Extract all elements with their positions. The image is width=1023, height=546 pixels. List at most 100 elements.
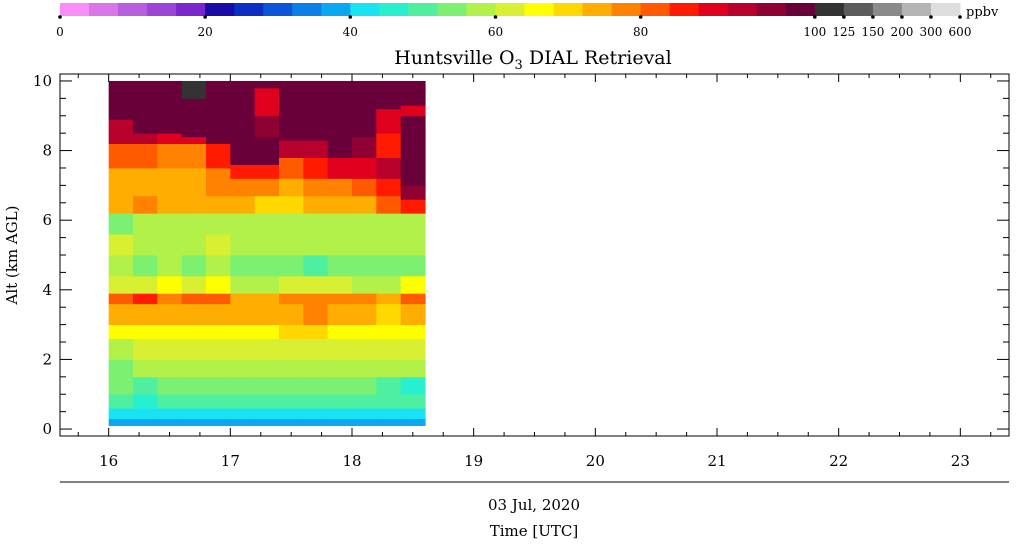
heatmap-cell <box>206 376 231 395</box>
colorbar-tick-label: 20 <box>198 25 213 39</box>
colorbar-swatch <box>843 3 874 16</box>
heatmap-cell <box>254 394 280 409</box>
colorbar-swatch <box>147 3 177 16</box>
colorbar-tick-mark <box>203 15 207 19</box>
y-axis-label: Alt (km AGL) <box>3 206 21 306</box>
colorbar-tick-mark <box>958 15 962 19</box>
heatmap-cell <box>327 195 353 214</box>
heatmap-cell <box>206 195 231 214</box>
heatmap-cell <box>206 303 231 326</box>
heatmap-cell <box>157 133 183 145</box>
heatmap-cell <box>327 255 353 277</box>
heatmap-cell <box>400 293 426 305</box>
colorbar-swatch <box>669 3 700 16</box>
heatmap-cell <box>279 418 304 426</box>
heatmap-cell <box>327 157 353 179</box>
heatmap-cell <box>157 195 183 214</box>
heatmap-cell <box>352 234 377 256</box>
heatmap-cell <box>133 167 158 197</box>
heatmap-cell <box>279 408 304 419</box>
heatmap-cell <box>230 394 256 409</box>
heatmap-cell <box>376 178 402 197</box>
heatmap-cell <box>352 324 377 339</box>
heatmap-cell <box>352 359 377 378</box>
heatmap-cell <box>400 80 426 106</box>
heatmap-cell <box>108 338 134 360</box>
heatmap-cell <box>230 338 256 360</box>
heatmap-cell <box>327 80 353 151</box>
heatmap-cell <box>230 359 256 378</box>
heatmap-cell <box>157 234 183 256</box>
heatmap-cell <box>352 275 377 294</box>
heatmap-cell <box>157 418 183 426</box>
heatmap-cell <box>108 275 134 294</box>
heatmap-cell <box>303 418 329 426</box>
heatmap-cell <box>230 275 256 294</box>
heatmap-cell <box>133 408 158 419</box>
heatmap-cell <box>327 213 353 235</box>
colorbar-swatch <box>698 3 729 16</box>
heatmap-cell <box>303 359 329 378</box>
colorbar-swatch <box>930 3 961 16</box>
heatmap-cell <box>230 418 256 426</box>
colorbar-swatch <box>118 3 148 16</box>
heatmap-cell <box>133 234 158 256</box>
heatmap-cell <box>327 303 353 326</box>
heatmap-cell <box>157 376 183 395</box>
heatmap-cell <box>108 359 134 378</box>
heatmap-cell <box>376 293 402 305</box>
colorbar-tick-label: 60 <box>488 25 503 39</box>
heatmap-cell <box>108 119 134 145</box>
heatmap-cell <box>327 275 353 294</box>
colorbar-swatch <box>727 3 758 16</box>
x-tick-label: 16 <box>99 452 118 470</box>
heatmap-cell <box>157 338 183 360</box>
colorbar-swatch <box>466 3 497 16</box>
heatmap-cell <box>108 167 134 197</box>
heatmap-cell <box>181 359 207 378</box>
heatmap-cell <box>327 178 353 197</box>
heatmap-cell <box>352 303 377 326</box>
heatmap-cell <box>181 213 207 235</box>
heatmap-cell <box>303 303 329 326</box>
heatmap-cell <box>254 136 280 165</box>
heatmap-cell <box>352 157 377 179</box>
colorbar-legend <box>60 3 961 16</box>
x-tick-label: 23 <box>951 452 970 470</box>
heatmap-cell <box>133 195 158 214</box>
heatmap-cell <box>352 376 377 395</box>
heatmap-cell <box>108 376 134 395</box>
heatmap-cell <box>303 376 329 395</box>
colorbar-swatch <box>321 3 351 16</box>
colorbar-tick-label: 40 <box>343 25 358 39</box>
heatmap-cell <box>181 275 207 294</box>
heatmap-cell <box>108 394 134 409</box>
colorbar-tick-label: 0 <box>56 25 64 39</box>
colorbar-swatch <box>611 3 642 16</box>
heatmap-cell <box>352 80 377 138</box>
heatmap-cell <box>133 394 158 409</box>
heatmap-cell <box>108 408 134 419</box>
colorbar-swatch <box>89 3 119 16</box>
heatmap-cell <box>181 234 207 256</box>
heatmap-cell <box>254 338 280 360</box>
heatmap-cell <box>376 376 402 395</box>
heatmap-cell <box>400 394 426 409</box>
heatmap-cell <box>400 185 426 200</box>
heatmap-cell <box>133 133 158 145</box>
heatmap-cell <box>206 143 231 169</box>
heatmap-cell <box>400 303 426 326</box>
colorbar-tick-mark <box>900 15 904 19</box>
heatmap-cell <box>133 418 158 426</box>
heatmap-cell <box>327 324 353 339</box>
heatmap-cell <box>206 418 231 426</box>
heatmap-cell <box>303 338 329 360</box>
heatmap-cell <box>254 115 280 138</box>
heatmap-cell <box>157 324 183 339</box>
heatmap-cell <box>157 80 183 134</box>
colorbar-unit: ppbv <box>966 5 999 20</box>
heatmap-cell <box>400 324 426 339</box>
heatmap-cell <box>133 80 158 134</box>
colorbar-swatch <box>495 3 526 16</box>
heatmap-cell <box>327 338 353 360</box>
